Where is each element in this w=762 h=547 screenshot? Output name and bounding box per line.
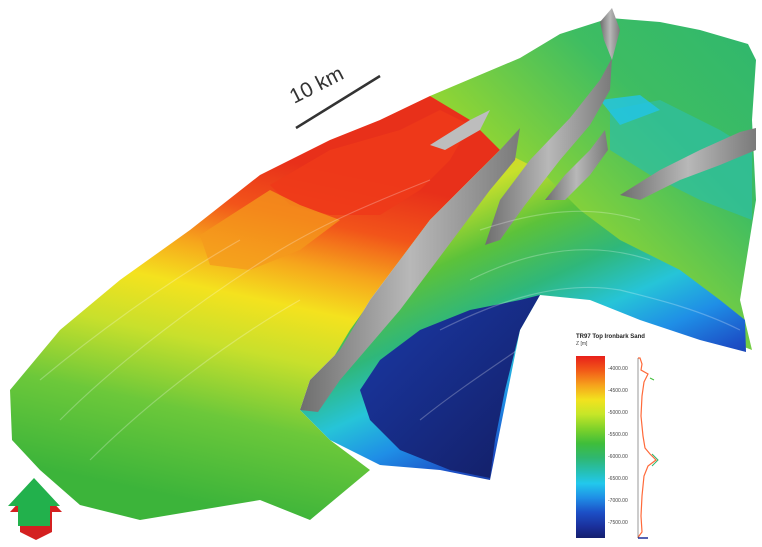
legend-tick: -4500.00: [608, 388, 628, 394]
legend-tick: -7000.00: [608, 498, 628, 504]
north-arrow-icon: [8, 478, 62, 540]
legend-unit: Z [m]: [576, 341, 588, 347]
ridge-cyan-patch-2: [600, 95, 660, 125]
contour-lines: [39, 179, 741, 461]
legend-tick-labels: -4000.00 -4500.00 -5000.00 -5500.00 -600…: [608, 356, 638, 538]
fault-wall-6: [430, 110, 490, 150]
fault-wall-2: [485, 58, 612, 245]
legend-tick: -7500.00: [608, 520, 628, 526]
ridge-block-north: [430, 18, 756, 350]
legend-tick: -5500.00: [608, 432, 628, 438]
legend-tick: -4000.00: [608, 366, 628, 372]
fault-wall-3: [545, 130, 608, 200]
fault-wall-4: [620, 128, 756, 200]
red-crest: [270, 110, 470, 215]
color-legend: TR97 Top Ironbark Sand Z [m] -4000.00 -4…: [560, 330, 670, 542]
legend-title: TR97 Top Ironbark Sand: [576, 334, 645, 340]
fault-wall-5: [600, 8, 620, 60]
legend-tick: -6000.00: [608, 454, 628, 460]
scale-bar: [295, 74, 381, 130]
legend-color-bar: [576, 356, 605, 538]
fault-wall-main: [300, 128, 520, 412]
deep-basin: [360, 295, 540, 478]
legend-histogram: [637, 357, 659, 539]
legend-tick: -5000.00: [608, 410, 628, 416]
orange-band: [200, 190, 340, 270]
legend-tick: -6500.00: [608, 476, 628, 482]
